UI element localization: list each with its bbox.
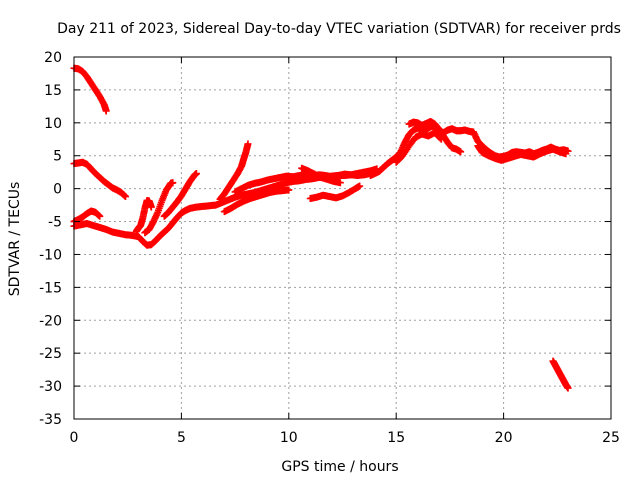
data-point-marker [436,134,444,142]
x-tick-label: 10 [280,430,298,446]
x-tick-label: 0 [70,430,79,446]
data-point-marker [437,135,445,143]
chart-title: Day 211 of 2023, Sidereal Day-to-day VTE… [57,21,621,37]
data-point-marker [356,182,364,190]
data-point-marker [562,150,570,158]
x-tick-label: 15 [387,430,405,446]
series-arc-early-hump [70,207,104,226]
x-axis-label: GPS time / hours [281,459,398,475]
data-point-marker [336,179,344,187]
grid-lines [74,57,611,419]
y-axis-label: SDTVAR / TECUs [7,182,23,297]
data-point-marker [457,148,465,156]
data-point-marker [564,384,572,392]
series-arc-late-low [549,357,572,392]
series-arc-afternoon-lower [392,129,445,166]
data-point-marker [169,179,177,187]
y-tick-label: 20 [44,50,62,66]
data-point-marker [285,186,293,194]
series-arc-rise-4h [141,179,177,237]
y-tick-label: -30 [39,379,62,395]
data-point-marker [96,212,104,220]
data-point-marker [147,203,155,211]
y-tick-label: -15 [39,280,62,296]
series-arc-spike [132,196,155,235]
series-arc-rise-5h [160,169,200,220]
series-arc-11h-bump [298,164,344,187]
data-point-marker [192,169,200,177]
y-tick-label: 0 [53,182,62,198]
data-point-marker [102,107,110,115]
x-tick-label: 5 [177,430,186,446]
series-arc-mid-lower [220,186,293,216]
y-tick-label: -20 [39,313,62,329]
series-arc-afternoon-upper [405,118,465,156]
y-tick-label: -35 [39,412,62,428]
axis-ticks: 0 5 10 15 20 25 20 15 10 5 0 -5 -10 -15 -20 -25 -30 -35 [39,50,620,446]
y-tick-label: 5 [53,149,62,165]
y-tick-label: 15 [44,83,62,99]
series-arc-rise-8h [216,140,252,203]
data-markers [70,64,572,392]
data-point-marker [244,140,252,148]
series-arc-plus4 [70,158,130,201]
x-tick-label: 20 [495,430,513,446]
y-tick-label: 10 [44,116,62,132]
x-tick-label: 25 [602,430,620,446]
y-tick-label: -25 [39,346,62,362]
data-point-marker [122,193,130,201]
series-arc-12h-dip [306,182,364,203]
y-tick-label: -10 [39,247,62,263]
plot-frame [73,56,612,420]
series-arc-evening [474,142,570,164]
y-tick-label: -5 [48,215,62,231]
